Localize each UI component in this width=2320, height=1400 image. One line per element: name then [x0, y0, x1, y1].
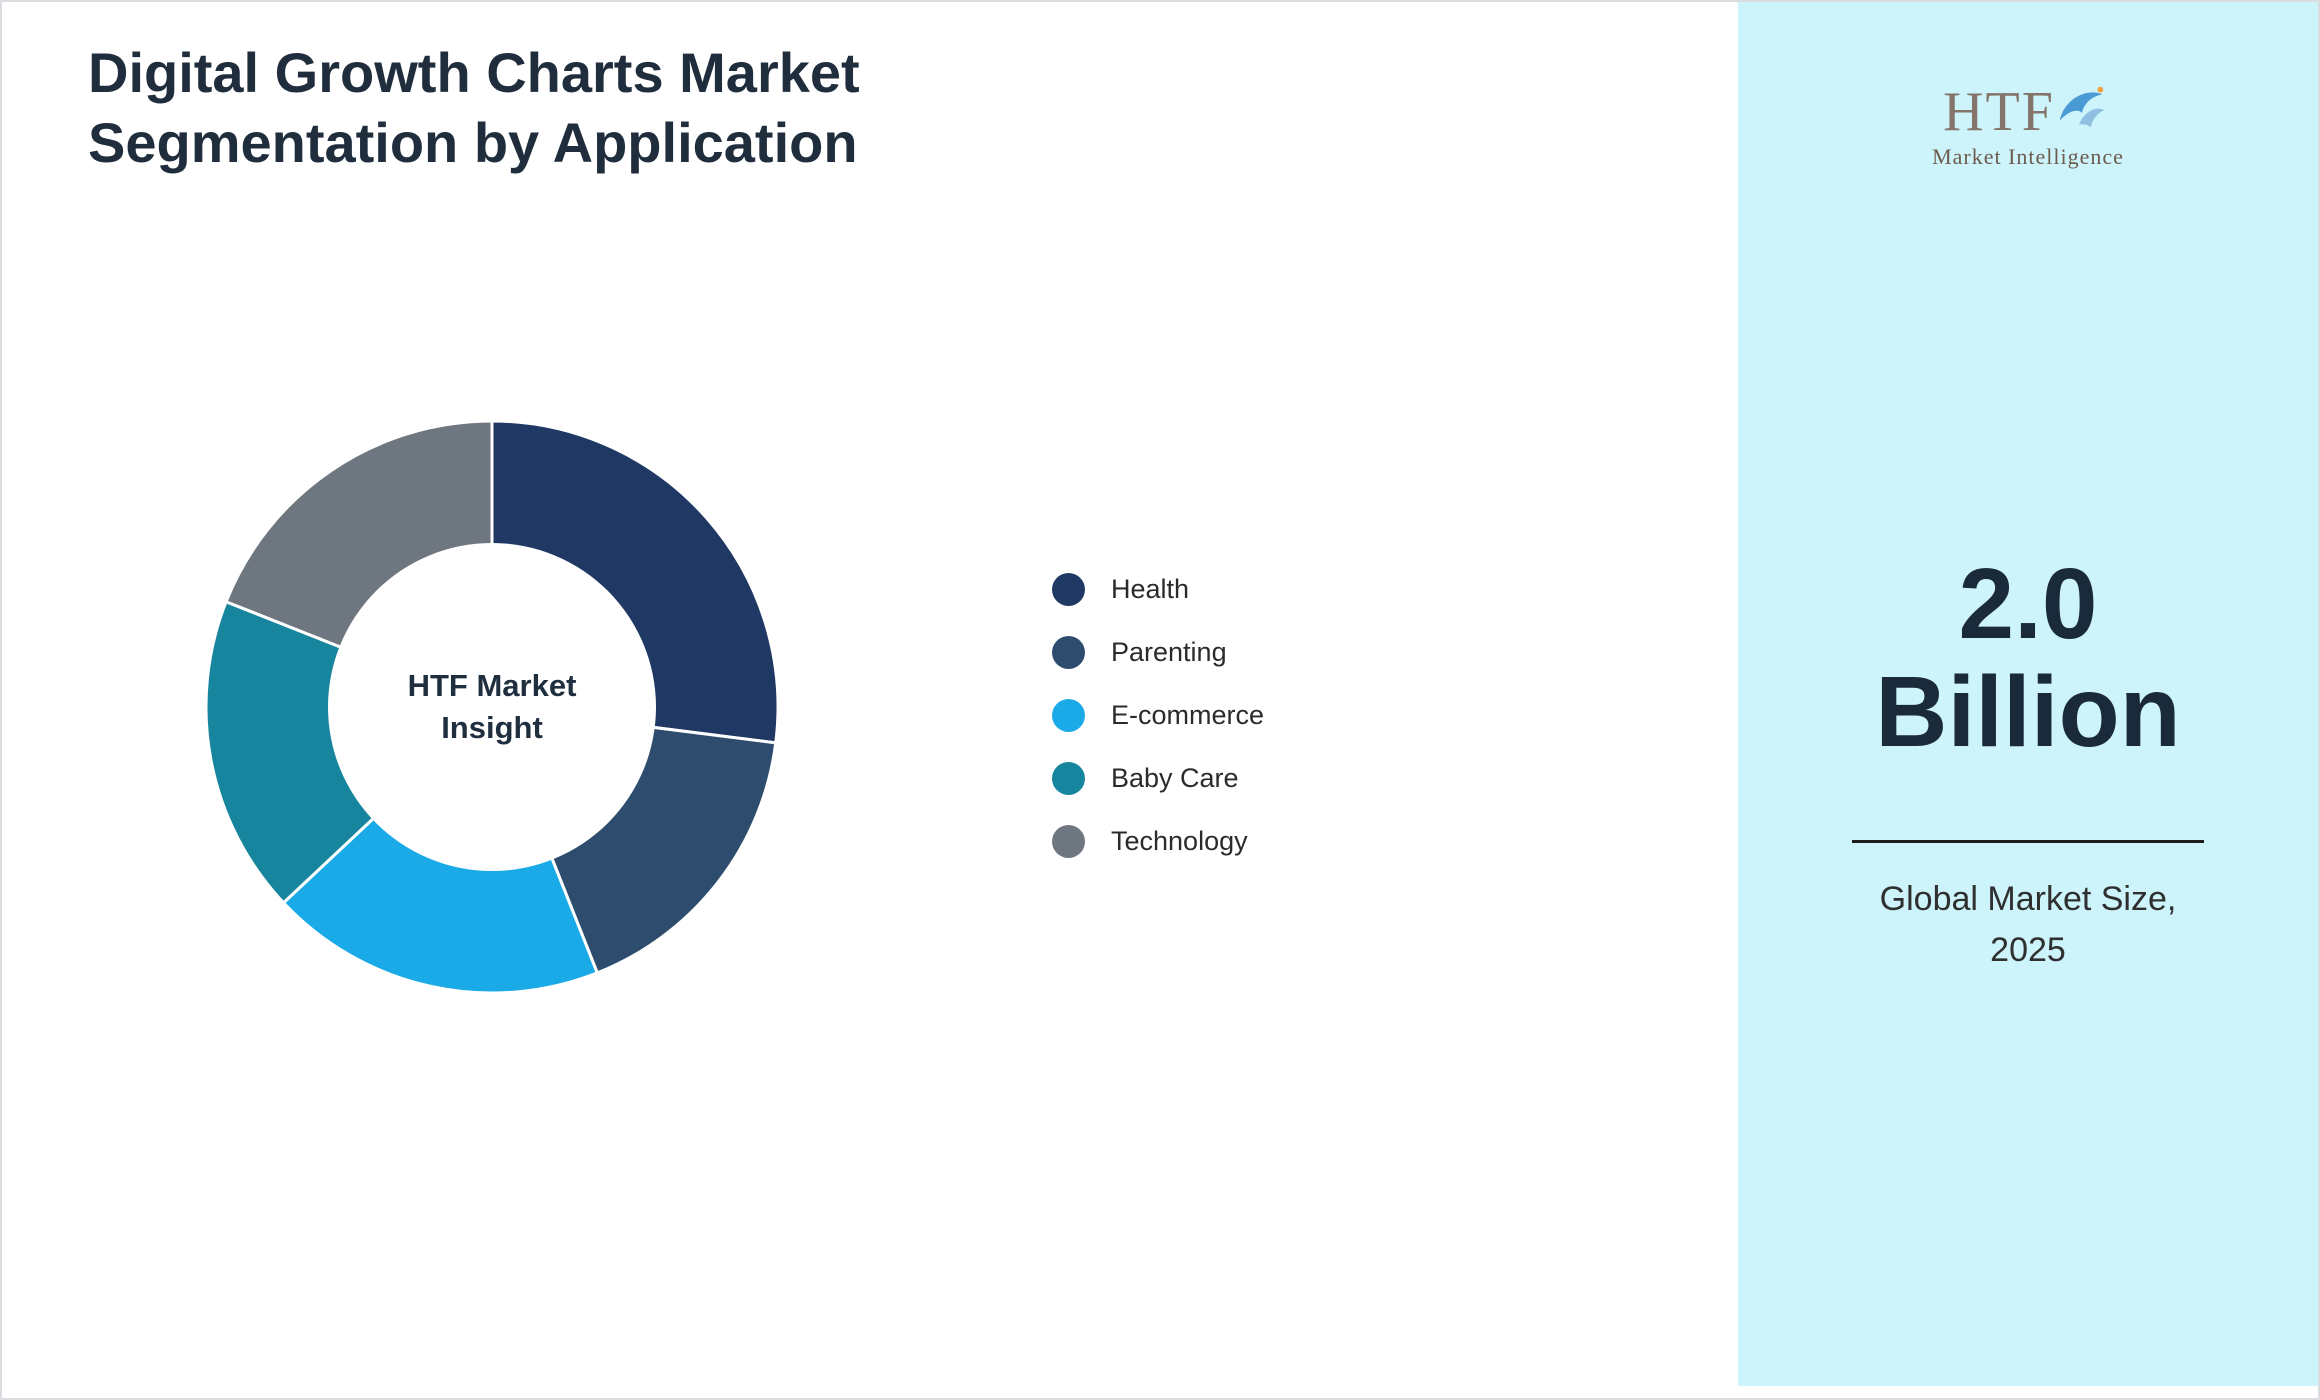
- legend-label: E-commerce: [1111, 700, 1265, 730]
- legend-item-baby-care: Baby Care: [1052, 747, 1264, 810]
- market-size-caption: Global Market Size, 2025: [1738, 874, 2318, 976]
- market-size-number: 2.0: [1958, 548, 2098, 660]
- donut-hole: [328, 543, 656, 871]
- caption-line1: Global Market Size,: [1879, 880, 2177, 918]
- market-size-value: 2.0 Billion: [1738, 550, 2318, 766]
- legend-swatch: [1052, 699, 1085, 732]
- logo-text: HTF: [1943, 81, 2055, 143]
- legend-label: Baby Care: [1111, 763, 1239, 793]
- legend-item-parenting: Parenting: [1052, 621, 1264, 684]
- donut-chart: [204, 419, 780, 995]
- page-title: Digital Growth Charts Market Segmentatio…: [88, 41, 860, 174]
- legend-swatch: [1052, 573, 1085, 606]
- legend-label: Parenting: [1111, 637, 1227, 667]
- legend-swatch: [1052, 762, 1085, 795]
- legend-item-technology: Technology: [1052, 810, 1264, 873]
- logo-row: HTF: [1738, 80, 2318, 140]
- legend-swatch: [1052, 636, 1085, 669]
- legend-item-e-commerce: E-commerce: [1052, 684, 1264, 747]
- chart-section: Digital Growth Charts Market Segmentatio…: [2, 2, 1742, 1398]
- legend-swatch: [1052, 825, 1085, 858]
- logo-subtitle: Market Intelligence: [1932, 144, 2124, 169]
- htf-logo: HTF Market Intelligence: [1738, 80, 2318, 170]
- chart-legend: Health Parenting E-commerce Baby Care Techno…: [1052, 558, 1264, 873]
- market-size-panel: HTF Market Intelligence 2.0 Billion Glob…: [1738, 2, 2318, 1386]
- legend-label: Technology: [1111, 826, 1248, 856]
- legend-item-health: Health: [1052, 558, 1264, 621]
- dolphin-icon: [2059, 86, 2105, 128]
- caption-line2: 2025: [1990, 931, 2066, 969]
- donut-center-label: HTF Market Insight: [407, 668, 577, 745]
- donut-chart-container: HTF Market Insight: [192, 407, 792, 1007]
- legend-label: Health: [1111, 574, 1190, 604]
- divider-line: [1852, 840, 2204, 843]
- market-size-unit: Billion: [1875, 656, 2181, 768]
